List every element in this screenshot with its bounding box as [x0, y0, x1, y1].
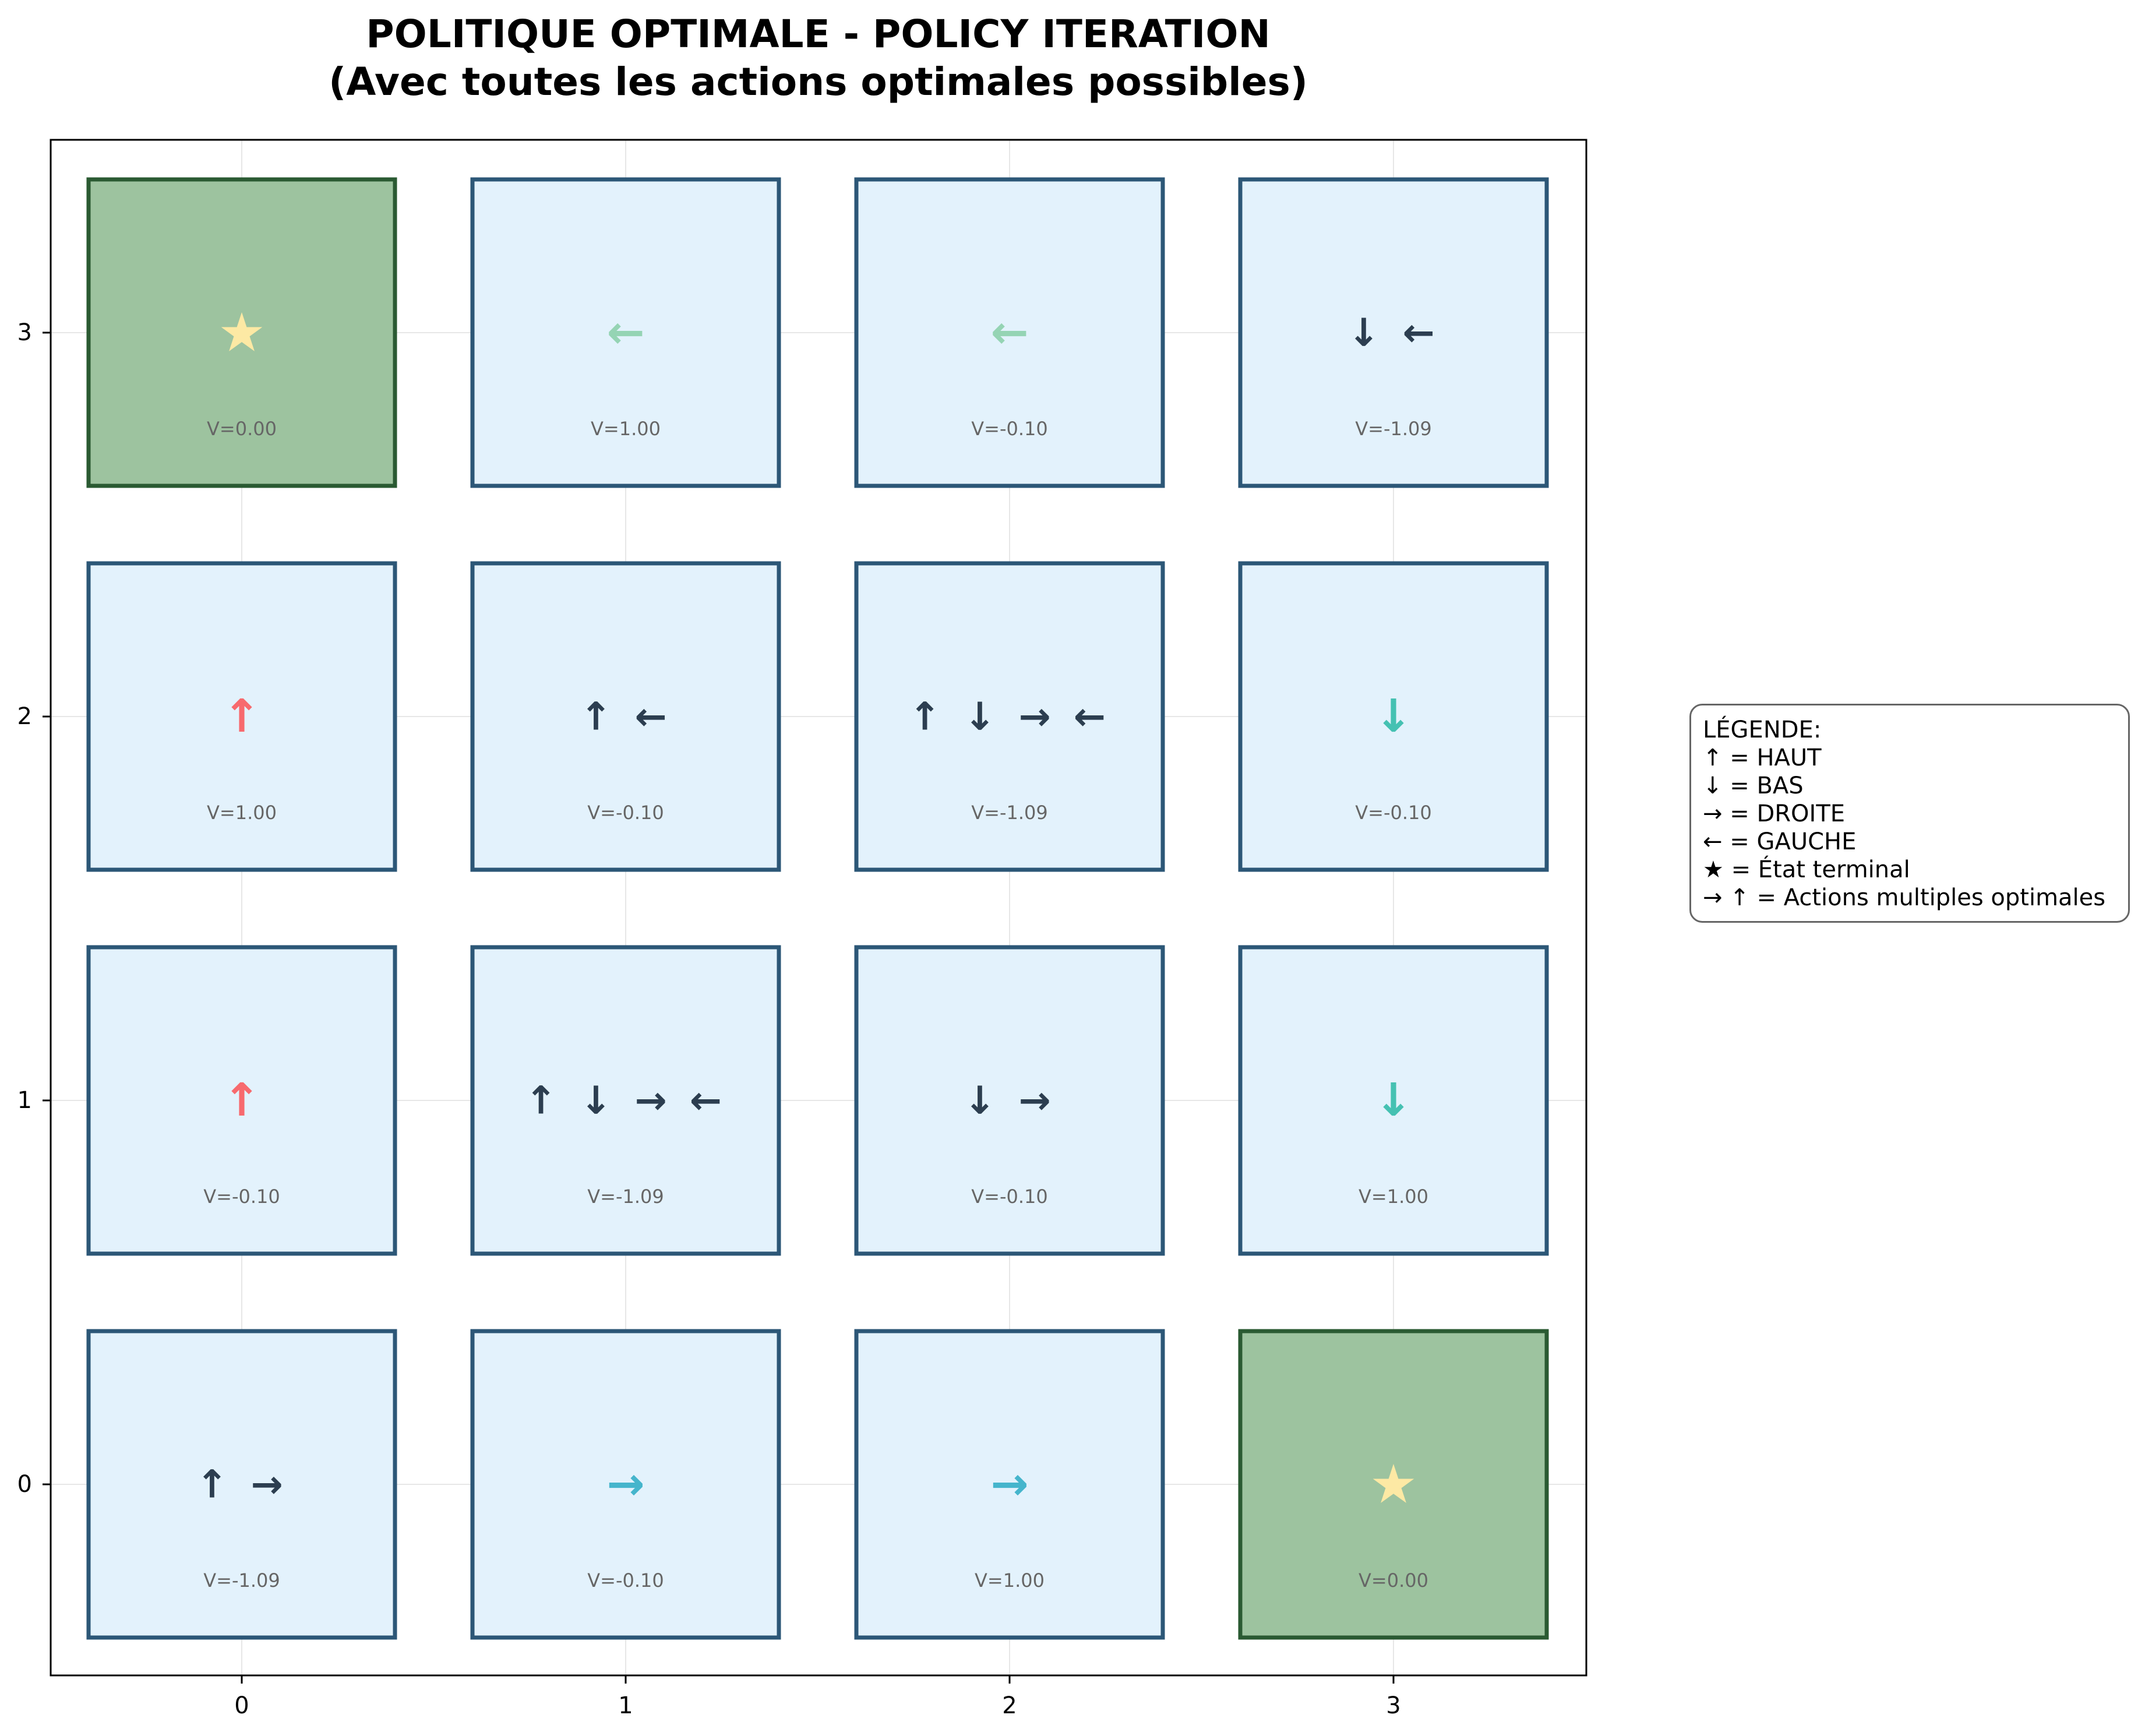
title-line-1: POLITIQUE OPTIMALE - POLICY ITERATION	[366, 12, 1271, 57]
grid-cell: → V=-0.10	[470, 1329, 781, 1640]
y-tick-label: 3	[17, 319, 32, 346]
cell-box	[86, 1329, 397, 1640]
legend-line: ★ = État terminal	[1703, 856, 1910, 883]
state-value: V=-0.10	[971, 1185, 1048, 1208]
x-tick-label: 3	[1386, 1692, 1400, 1719]
state-value: V=-1.09	[1355, 418, 1432, 440]
grid-cell: ↑ ↓ → ← V=-1.09	[854, 561, 1165, 872]
grid-cell: ↑ V=1.00	[86, 561, 397, 872]
y-tick-label: 0	[17, 1471, 32, 1498]
cell-box	[854, 561, 1165, 872]
cell-box	[86, 945, 397, 1256]
cell-box	[1238, 177, 1549, 488]
cells-layer: ★V=0.00←V=1.00←V=-0.10↓ ←V=-1.09↑V=1.00↑…	[86, 177, 1549, 1640]
cell-box	[1238, 1329, 1549, 1640]
policy-arrows: ↓ ←	[1347, 310, 1440, 355]
cell-box	[86, 561, 397, 872]
policy-arrows: ↑	[223, 1074, 260, 1127]
x-tick-label: 1	[618, 1692, 633, 1719]
policy-arrows: ←	[606, 306, 644, 359]
policy-arrows: ↓ →	[964, 1078, 1056, 1123]
policy-arrows: ↑ ↓ → ←	[525, 1078, 726, 1123]
cell-box	[854, 945, 1165, 1256]
state-value: V=-0.10	[203, 1185, 280, 1208]
state-value: V=-0.10	[587, 802, 664, 824]
terminal-star-icon: ★	[218, 302, 266, 364]
state-value: V=1.00	[1359, 1185, 1428, 1208]
legend-box: LÉGENDE: ↑ = HAUT ↓ = BAS → = DROITE ← =…	[1689, 704, 2130, 923]
y-tick-label: 1	[17, 1087, 32, 1114]
cell-box	[854, 1329, 1165, 1640]
axis-ticks: 0 1 2 3 0 1 2 3	[17, 319, 1401, 1719]
cell-box	[470, 561, 781, 872]
policy-arrows: ↑	[223, 690, 260, 743]
cell-box	[470, 177, 781, 488]
policy-arrows: ↓	[1374, 1074, 1412, 1127]
state-value: V=0.00	[1359, 1569, 1428, 1592]
x-tick-label: 2	[1002, 1692, 1017, 1719]
legend-line: → ↑ = Actions multiples optimales	[1703, 884, 2106, 911]
grid-cell: ← V=-0.10	[854, 177, 1165, 488]
terminal-cell: ★ V=0.00	[1238, 1329, 1549, 1640]
cell-box	[470, 945, 781, 1256]
cell-box	[854, 177, 1165, 488]
terminal-cell: ★ V=0.00	[86, 177, 397, 488]
x-tick-label: 0	[234, 1692, 249, 1719]
state-value: V=1.00	[207, 802, 277, 824]
title-line-2: (Avec toutes les actions optimales possi…	[329, 59, 1308, 104]
grid-cell: ↑ ↓ → ← V=-1.09	[470, 945, 781, 1256]
legend-line: ← = GAUCHE	[1703, 828, 1857, 855]
legend-heading: LÉGENDE:	[1703, 717, 1822, 743]
chart-title: POLITIQUE OPTIMALE - POLICY ITERATION (A…	[51, 10, 1586, 106]
state-value: V=-0.10	[1355, 802, 1432, 824]
cell-box	[1238, 561, 1549, 872]
grid-cell: ← V=1.00	[470, 177, 781, 488]
policy-arrows: ←	[990, 306, 1028, 359]
cell-box	[86, 177, 397, 488]
policy-arrows: →	[990, 1458, 1028, 1511]
state-value: V=1.00	[591, 418, 661, 440]
policy-arrows: ↑ →	[196, 1462, 288, 1507]
state-value: V=-0.10	[587, 1569, 664, 1592]
grid-cell: ↓ V=-0.10	[1238, 561, 1549, 872]
grid-cell: ↓ ← V=-1.09	[1238, 177, 1549, 488]
grid-cell: ↑ → V=-1.09	[86, 1329, 397, 1640]
policy-arrows: →	[606, 1458, 644, 1511]
state-value: V=1.00	[975, 1569, 1045, 1592]
policy-arrows: ↑ ↓ → ←	[909, 694, 1110, 739]
state-value: V=-0.10	[971, 418, 1048, 440]
policy-arrows: ↑ ←	[580, 694, 672, 739]
grid-cell: ↑ V=-0.10	[86, 945, 397, 1256]
grid-cell: ↓ V=1.00	[1238, 945, 1549, 1256]
state-value: V=0.00	[207, 418, 277, 440]
terminal-star-icon: ★	[1370, 1453, 1417, 1516]
grid-cell: ↓ → V=-0.10	[854, 945, 1165, 1256]
legend-line: ↑ = HAUT	[1703, 744, 1822, 771]
grid-cell: ↑ ← V=-0.10	[470, 561, 781, 872]
cell-box	[470, 1329, 781, 1640]
state-value: V=-1.09	[971, 802, 1048, 824]
legend-line: → = DROITE	[1703, 800, 1846, 827]
policy-arrows: ↓	[1374, 690, 1412, 743]
y-tick-label: 2	[17, 703, 32, 730]
legend-line: ↓ = BAS	[1703, 772, 1804, 799]
state-value: V=-1.09	[587, 1185, 664, 1208]
grid-cell: → V=1.00	[854, 1329, 1165, 1640]
cell-box	[1238, 945, 1549, 1256]
state-value: V=-1.09	[203, 1569, 280, 1592]
plot-frame	[50, 139, 1587, 1677]
